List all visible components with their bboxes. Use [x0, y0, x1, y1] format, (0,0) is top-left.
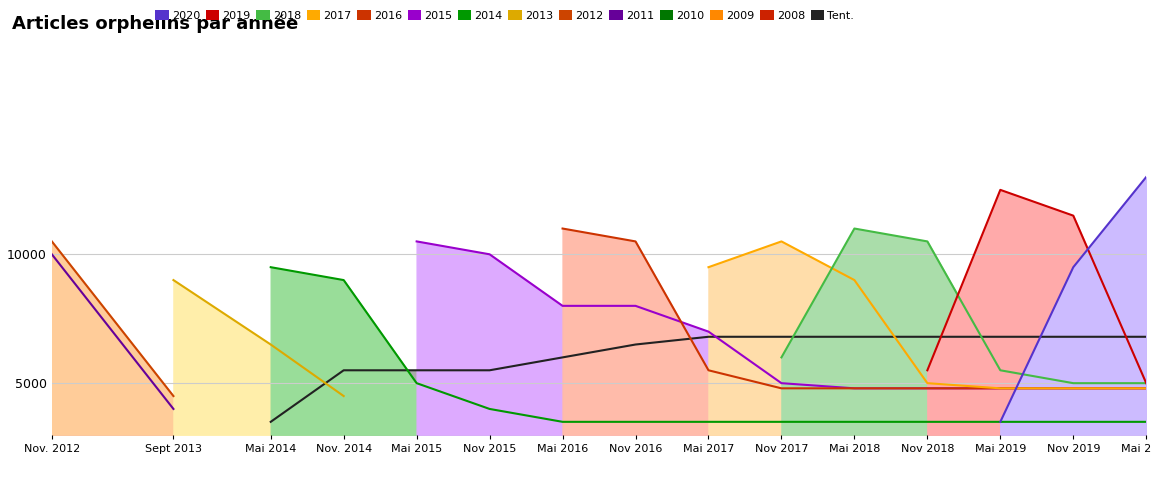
- Legend: 2020, 2019, 2018, 2017, 2016, 2015, 2014, 2013, 2012, 2011, 2010, 2009, 2008, Te: 2020, 2019, 2018, 2017, 2016, 2015, 2014…: [156, 10, 855, 21]
- Text: Articles orphelins par année: Articles orphelins par année: [12, 15, 297, 33]
